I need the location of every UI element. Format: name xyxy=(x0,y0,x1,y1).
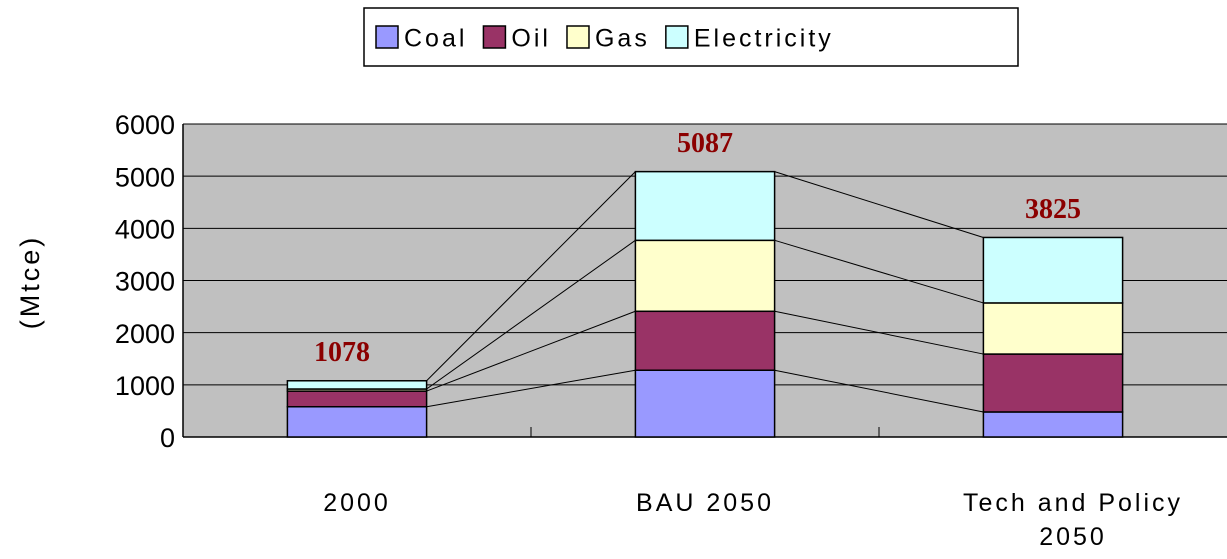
x-tick-label: 2000 xyxy=(323,489,391,517)
connector xyxy=(426,310,636,392)
legend-label: Electricity xyxy=(694,25,834,53)
total-label: 1078 xyxy=(314,337,370,368)
bar-segment xyxy=(634,310,776,371)
bar-segment xyxy=(982,353,1124,413)
bar-segment xyxy=(982,236,1124,304)
connector xyxy=(774,310,984,355)
x-tick-label: Tech and Policy 2050 xyxy=(962,489,1184,551)
y-tick-label: 3000 xyxy=(115,267,175,297)
connector xyxy=(426,171,636,382)
bar-segment xyxy=(286,390,428,408)
bar-segment xyxy=(634,239,776,313)
connector xyxy=(426,239,636,390)
legend-label: Gas xyxy=(595,25,650,53)
bar-segment xyxy=(286,405,428,438)
connector xyxy=(774,239,984,304)
bar-segment xyxy=(286,380,428,390)
legend-swatch xyxy=(482,25,507,49)
legend-swatch xyxy=(566,25,590,49)
bar-segment xyxy=(634,369,776,438)
legend-swatch xyxy=(375,25,399,49)
legend-label: Coal xyxy=(404,25,467,53)
y-tick-label: 0 xyxy=(160,423,175,453)
bar-segment xyxy=(982,302,1124,355)
connector xyxy=(774,171,984,238)
legend-swatch xyxy=(665,25,689,49)
y-axis-label: (Mtce) xyxy=(15,235,45,330)
y-tick-label: 5000 xyxy=(115,162,175,192)
total-label: 3825 xyxy=(1025,194,1081,225)
y-tick-label: 6000 xyxy=(115,110,175,140)
y-tick-label: 4000 xyxy=(115,214,175,244)
legend-label: Oil xyxy=(511,25,551,53)
total-label: 5087 xyxy=(677,128,733,159)
connector xyxy=(426,369,636,408)
connector xyxy=(774,369,984,413)
x-tick-label: BAU 2050 xyxy=(636,489,774,517)
bar-segment xyxy=(982,411,1124,438)
y-tick-label: 2000 xyxy=(115,319,175,349)
y-tick-label: 1000 xyxy=(115,371,175,401)
bar-segment xyxy=(634,170,776,242)
legend-box xyxy=(363,7,1019,67)
